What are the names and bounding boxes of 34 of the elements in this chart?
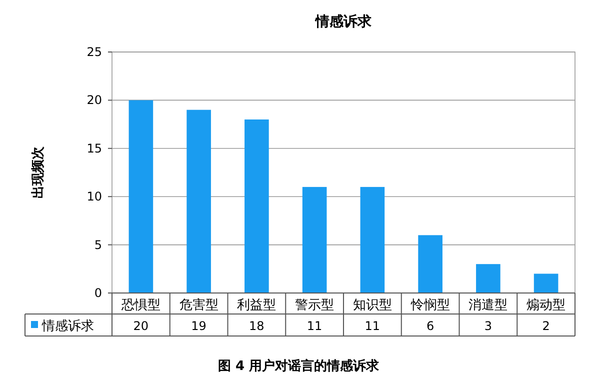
x-tick-label: 危害型 xyxy=(179,297,218,313)
x-tick-label: 利益型 xyxy=(237,298,276,313)
y-tick-label: 20 xyxy=(86,93,102,108)
bar xyxy=(128,100,154,293)
y-tick-label: 25 xyxy=(86,45,102,59)
y-tick-label: 0 xyxy=(94,286,102,300)
data-label: 2 xyxy=(542,319,550,333)
bar xyxy=(302,186,327,293)
data-label: 20 xyxy=(133,319,149,333)
data-label: 3 xyxy=(484,319,492,333)
x-tick-label: 煽动型 xyxy=(526,298,566,313)
x-tick-label: 警示型 xyxy=(295,298,334,313)
caption: 图 4 用户对谣言的情感诉求 xyxy=(218,358,380,374)
bar xyxy=(186,110,211,293)
data-label: 18 xyxy=(249,319,264,333)
data-label: 11 xyxy=(364,319,380,333)
y-tick-label: 10 xyxy=(86,190,102,204)
x-tick-label: 恐惧型 xyxy=(120,298,160,313)
x-tick-label: 消遣型 xyxy=(468,298,508,313)
y-tick-label: 5 xyxy=(94,238,102,252)
data-label: 11 xyxy=(306,319,322,333)
x-tick-label: 知识型 xyxy=(352,298,392,313)
data-label: 19 xyxy=(191,319,206,333)
bar xyxy=(418,235,442,293)
bar xyxy=(360,186,385,293)
y-axis-title: 出现频次 xyxy=(31,146,46,198)
data-label: 6 xyxy=(426,319,434,333)
bar xyxy=(244,119,269,293)
legend-label: 情感诉求 xyxy=(41,319,94,334)
chart-title: 情感诉求 xyxy=(314,14,372,30)
bar xyxy=(476,264,500,293)
bar xyxy=(534,274,558,293)
x-tick-label: 怜悯型 xyxy=(410,298,450,313)
y-tick-label: 15 xyxy=(86,141,102,156)
